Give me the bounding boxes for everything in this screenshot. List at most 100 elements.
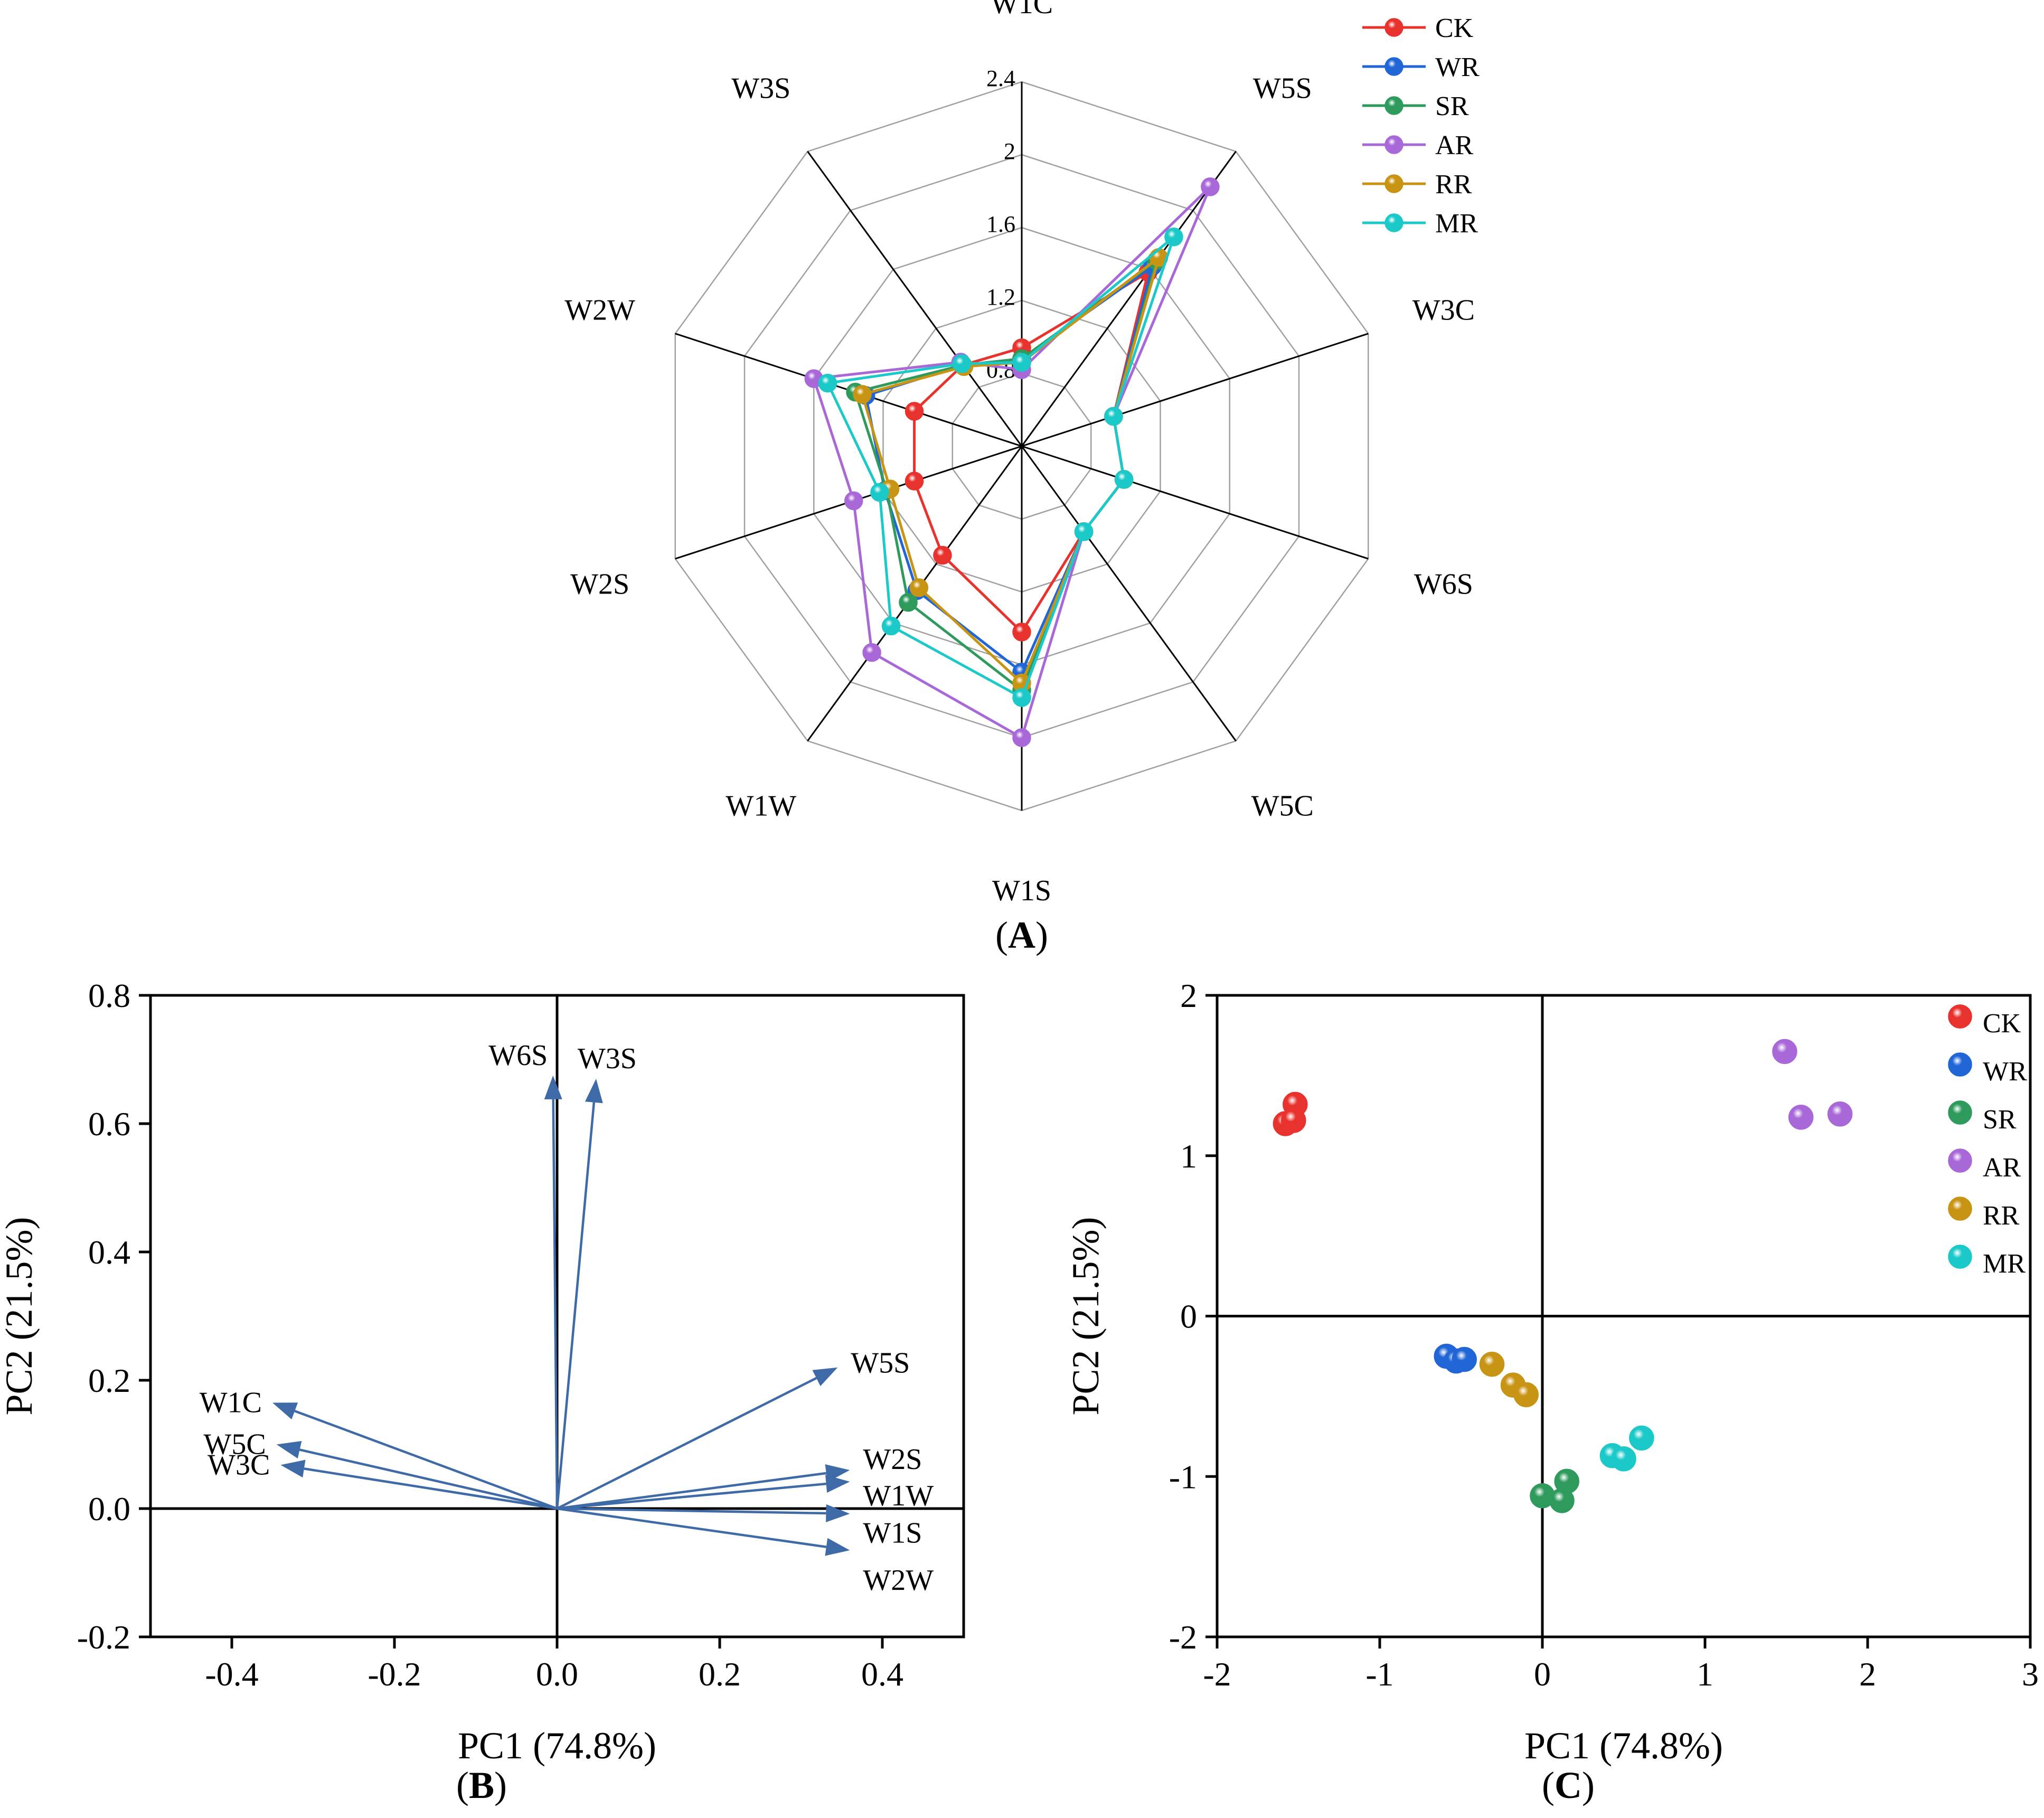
y-tick-label: 2 bbox=[1180, 977, 1197, 1014]
radar-series-line bbox=[913, 271, 1150, 634]
legend-label: WR bbox=[1983, 1057, 2027, 1087]
loading-vector-shaft bbox=[556, 1377, 817, 1510]
radar-axis-label: W5C bbox=[1251, 790, 1314, 823]
loading-vector-label: W2S bbox=[863, 1443, 922, 1476]
legend-swatch-marker bbox=[1948, 1052, 1972, 1077]
radar-axis-label: W6S bbox=[1414, 568, 1473, 601]
legend-swatch-marker bbox=[1948, 1004, 1972, 1029]
loading-vector-head bbox=[825, 1475, 850, 1493]
x-tick-label: 2 bbox=[1859, 1655, 1876, 1693]
legend-label: SR bbox=[1983, 1105, 2017, 1135]
legend-label: MR bbox=[1435, 209, 1478, 239]
loading-vector-head bbox=[280, 1459, 306, 1478]
x-tick-label: 3 bbox=[2022, 1655, 2039, 1693]
x-tick-label: 0.0 bbox=[536, 1655, 578, 1693]
radar-ring-label: 1.6 bbox=[986, 211, 1015, 237]
loading-vector-label: W6S bbox=[488, 1039, 548, 1072]
legend-swatch-marker bbox=[1384, 57, 1404, 76]
radar-axis-label: W3C bbox=[1412, 294, 1475, 326]
radar-point bbox=[862, 643, 881, 662]
radar-spoke bbox=[1021, 333, 1369, 447]
radar-point bbox=[909, 578, 929, 597]
radar-chart-panel: 0.81.21.622.4W1CW5SW3CW6SW5CW1SW1WW2SW2W… bbox=[564, 0, 1480, 907]
radar-axis-label: W3S bbox=[731, 72, 790, 105]
radar-point bbox=[1164, 227, 1183, 247]
loading-vector-head bbox=[544, 1075, 562, 1100]
x-tick-label: 1 bbox=[1697, 1655, 1713, 1693]
loading-vector-head bbox=[276, 1440, 302, 1459]
panel-label-a: (A) bbox=[995, 914, 1048, 956]
legend-swatch-marker bbox=[1948, 1100, 1972, 1125]
radar-point bbox=[1012, 623, 1031, 642]
y-tick-label: -2 bbox=[1169, 1618, 1197, 1656]
loading-vector-shaft bbox=[552, 1099, 559, 1509]
loading-vector-label: W1W bbox=[863, 1480, 934, 1512]
legend-label: WR bbox=[1435, 52, 1480, 82]
radar-point bbox=[933, 545, 952, 565]
y-tick-label: 0 bbox=[1180, 1298, 1197, 1335]
radar-point bbox=[952, 354, 972, 373]
loadings-y-axis-title: PC2 (21.5%) bbox=[0, 1217, 40, 1416]
radar-axis-label: W1C bbox=[991, 0, 1053, 20]
panel-label-b: (B) bbox=[456, 1764, 507, 1806]
radar-point bbox=[905, 472, 924, 491]
radar-point bbox=[1074, 522, 1094, 541]
loading-vector-head bbox=[826, 1504, 850, 1522]
score-y-axis-title: PC2 (21.5%) bbox=[1065, 1217, 1107, 1416]
radar-legend: CK WR SR AR RR MR bbox=[1362, 13, 1480, 239]
radar-series bbox=[804, 177, 1220, 747]
radar-spoke bbox=[1021, 150, 1237, 447]
score-point bbox=[1549, 1488, 1575, 1513]
score-point bbox=[1281, 1108, 1306, 1133]
radar-series-line bbox=[861, 256, 1161, 684]
loading-vector-label: W2W bbox=[863, 1564, 934, 1597]
radar-grid: 0.81.21.622.4W1CW5SW3CW6SW5CW1SW1WW2SW2W… bbox=[564, 0, 1475, 907]
loading-vector-label: W5S bbox=[851, 1347, 910, 1380]
legend-swatch-marker bbox=[1384, 174, 1404, 193]
score-point bbox=[1788, 1105, 1814, 1130]
loading-vector-label: W1C bbox=[200, 1387, 262, 1419]
x-tick-label: -0.2 bbox=[368, 1655, 421, 1693]
legend-swatch-marker bbox=[1384, 96, 1404, 115]
loading-vector-head bbox=[825, 1538, 850, 1556]
legend-swatch-marker bbox=[1384, 213, 1404, 232]
radar-ring-label: 1.2 bbox=[986, 284, 1015, 310]
radar-point bbox=[818, 373, 837, 393]
loading-vector-head bbox=[585, 1078, 603, 1104]
y-tick-label: 0.0 bbox=[88, 1490, 130, 1528]
loading-vector-shaft bbox=[557, 1507, 827, 1548]
radar-point bbox=[1012, 728, 1031, 747]
radar-point bbox=[870, 483, 889, 502]
legend-label: AR bbox=[1435, 130, 1474, 161]
radar-spoke bbox=[807, 150, 1023, 447]
radar-axis-label: W1S bbox=[992, 874, 1051, 907]
loading-vector-shaft bbox=[294, 1410, 558, 1510]
x-tick-label: 0.4 bbox=[861, 1655, 903, 1693]
loading-vector-label: W3S bbox=[578, 1042, 637, 1075]
x-tick-label: 0 bbox=[1534, 1655, 1551, 1693]
loadings-axis-ticks: -0.4 -0.2 0.0 0.2 0.4 -0.2 0.0 0.2 0.4 0.6 0.8 bbox=[77, 977, 964, 1693]
radar-axis-label: W5S bbox=[1253, 72, 1312, 105]
x-tick-label: -2 bbox=[1203, 1655, 1231, 1693]
score-point bbox=[1452, 1346, 1477, 1372]
legend-label: SR bbox=[1435, 91, 1469, 121]
score-axis-ticks: -2 -1 0 1 2 3 -2 -1 0 1 2 bbox=[1169, 977, 2039, 1693]
loading-vector-label: W1S bbox=[863, 1517, 922, 1550]
radar-point bbox=[1012, 353, 1031, 372]
score-points bbox=[1273, 1039, 1853, 1513]
score-point bbox=[1513, 1382, 1539, 1408]
x-tick-label: -0.4 bbox=[205, 1655, 258, 1693]
radar-point bbox=[881, 616, 901, 636]
radar-point bbox=[899, 593, 918, 612]
radar-point bbox=[1012, 688, 1031, 707]
radar-point bbox=[853, 385, 872, 404]
loadings-x-axis-title: PC1 (74.8%) bbox=[458, 1725, 656, 1767]
radar-point bbox=[844, 491, 863, 511]
x-tick-label: -1 bbox=[1365, 1655, 1393, 1693]
score-point bbox=[1827, 1101, 1853, 1127]
panel-label-c: (C) bbox=[1542, 1764, 1595, 1806]
legend-label: RR bbox=[1435, 169, 1472, 200]
radar-point bbox=[1201, 177, 1220, 196]
score-legend: CK WR SR AR RR MR bbox=[1948, 1004, 2027, 1279]
x-tick-label: 0.2 bbox=[699, 1655, 741, 1693]
